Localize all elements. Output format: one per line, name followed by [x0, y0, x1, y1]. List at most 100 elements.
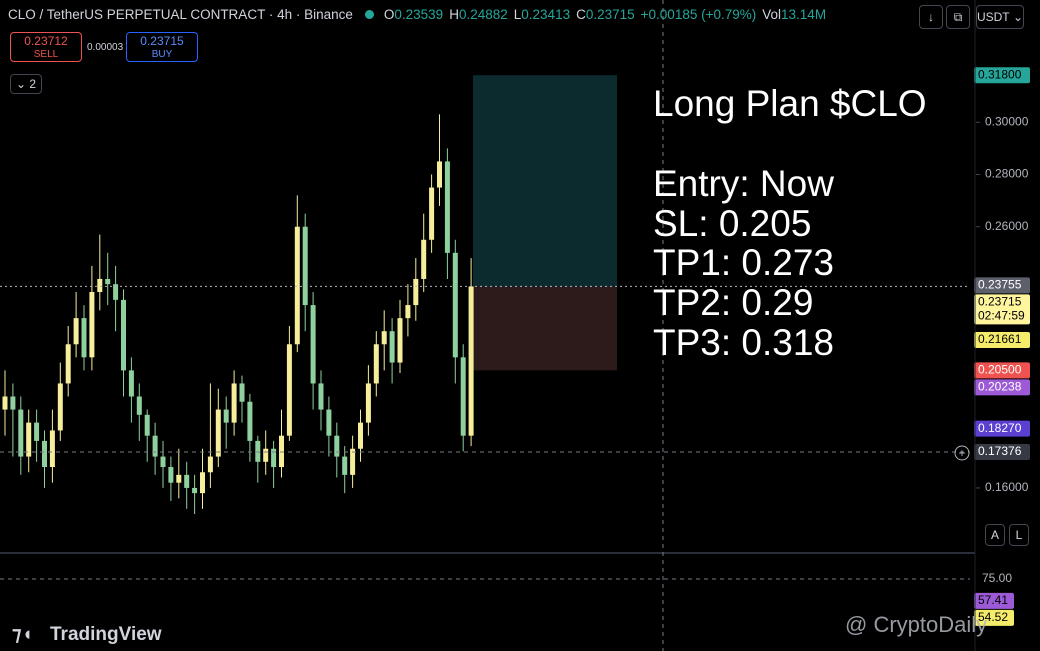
- candle-body: [136, 396, 142, 415]
- auto-label: A: [990, 528, 999, 542]
- candle-body: [57, 383, 63, 431]
- candle-body: [2, 396, 8, 410]
- rsi-tick-label: 75.00: [982, 571, 1012, 585]
- candle-body: [389, 331, 395, 363]
- legend: CLO / TetherUS PERPETUAL CONTRACT · 4h ·…: [8, 7, 826, 22]
- indicators-count: 2: [29, 77, 37, 91]
- candle-body: [302, 226, 308, 306]
- candle-body: [18, 409, 24, 457]
- candle-body: [231, 383, 237, 423]
- candle-body: [437, 161, 442, 188]
- tradingview-logo: ⁊◖ TradingView: [12, 624, 162, 645]
- candle-body: [200, 472, 205, 494]
- price-label: 0.17376: [978, 444, 1022, 458]
- buy-button[interactable]: 0.23715 BUY: [126, 32, 198, 62]
- rsi-label: 57.41: [978, 593, 1008, 607]
- price-label-bg: [974, 362, 1030, 379]
- price-label-bg: [974, 420, 1030, 437]
- ohlc-key: L: [513, 7, 522, 22]
- candle-body: [318, 383, 324, 410]
- annotation: Long Plan $CLO: [653, 83, 927, 124]
- candle-body: [373, 344, 379, 384]
- log-button[interactable]: L: [1009, 524, 1029, 546]
- crosshair-add-icon: +: [958, 446, 965, 460]
- y-tick-label: 0.16000: [985, 480, 1029, 494]
- candle-body: [247, 401, 253, 441]
- candle-body: [113, 284, 119, 300]
- buy-price: 0.23715: [140, 34, 184, 48]
- candle-body: [160, 456, 166, 468]
- candle-body: [271, 448, 277, 468]
- spread: 0.00003: [87, 42, 124, 53]
- price-label: 0.23715: [978, 295, 1022, 309]
- candle-body: [152, 435, 158, 457]
- candle-body: [381, 331, 387, 345]
- fullscreen-button[interactable]: ⧉: [946, 5, 970, 29]
- price-label: 0.20500: [978, 363, 1022, 377]
- candle-body: [97, 278, 103, 293]
- price-label: 0.21661: [978, 332, 1022, 346]
- vol-key: Vol: [762, 7, 782, 22]
- watermark: @ CryptoDaily: [845, 612, 987, 637]
- candle-body: [468, 286, 474, 436]
- ohlc-key: O: [383, 7, 395, 22]
- candle-body: [421, 239, 427, 279]
- candle-body: [429, 187, 435, 240]
- ohlc-value: 0.24882: [458, 7, 508, 22]
- candle-body: [279, 435, 284, 468]
- log-label: L: [1015, 528, 1023, 542]
- sell-label: SELL: [33, 49, 59, 60]
- price-label-bg: [974, 443, 1030, 460]
- annotation: SL: 0.205: [653, 203, 811, 244]
- candle-body: [81, 318, 87, 358]
- vol-value: 13.14M: [781, 7, 827, 22]
- candle-body: [326, 409, 332, 436]
- brand: TradingView: [50, 624, 162, 645]
- stop-zone: [473, 286, 617, 371]
- ohlc-value: 0.23539: [394, 7, 444, 22]
- price-label: 0.18270: [978, 421, 1022, 435]
- candle-body: [176, 474, 182, 483]
- currency-button[interactable]: USDT ⌄: [976, 5, 1024, 29]
- candle-body: [358, 422, 363, 449]
- candle-body: [239, 383, 245, 402]
- candle-body: [223, 409, 229, 423]
- ohlc-value: 0.23413: [521, 7, 571, 22]
- annotation: TP1: 0.273: [653, 242, 834, 283]
- candle-body: [334, 435, 340, 457]
- y-tick-label: 0.28000: [985, 167, 1029, 181]
- price-label-bg: [974, 277, 1030, 294]
- price-label: 0.23755: [978, 278, 1022, 292]
- candle-body: [34, 422, 40, 441]
- annotation: TP3: 0.318: [653, 322, 834, 363]
- symbol: CLO / TetherUS PERPETUAL CONTRACT · 4h ·…: [8, 7, 353, 22]
- auto-button[interactable]: A: [985, 524, 1005, 546]
- crosshair-add[interactable]: [954, 445, 970, 461]
- sell-price: 0.23712: [24, 34, 68, 48]
- rsi-label: 54.52: [978, 610, 1008, 624]
- annotation: TP2: 0.29: [653, 282, 813, 323]
- price-label-bg: [974, 67, 1030, 84]
- ohlc-key: H: [449, 7, 459, 22]
- candle-body: [255, 440, 261, 462]
- buy-label: BUY: [151, 49, 173, 60]
- status-dot: [364, 10, 374, 19]
- indicators-toggle[interactable]: ⌄ 2: [10, 74, 42, 94]
- candle-body: [65, 344, 71, 384]
- candle-body: [342, 456, 348, 475]
- scroll-button[interactable]: ↓: [919, 5, 943, 29]
- candle-body: [89, 292, 95, 358]
- candle-body: [121, 299, 126, 371]
- rsi-label-bg: [974, 592, 1014, 609]
- currency: USDT: [976, 10, 1010, 24]
- price-label: 0.31800: [978, 67, 1022, 81]
- candle-body: [263, 448, 269, 462]
- sell-button[interactable]: 0.23712 SELL: [10, 32, 82, 62]
- rsi-label-bg: [974, 609, 1014, 626]
- countdown: 02:47:59: [978, 309, 1025, 323]
- candle-body: [294, 226, 300, 345]
- price-label-bg: [974, 332, 1030, 349]
- ohlc-value: 0.23715: [585, 7, 635, 22]
